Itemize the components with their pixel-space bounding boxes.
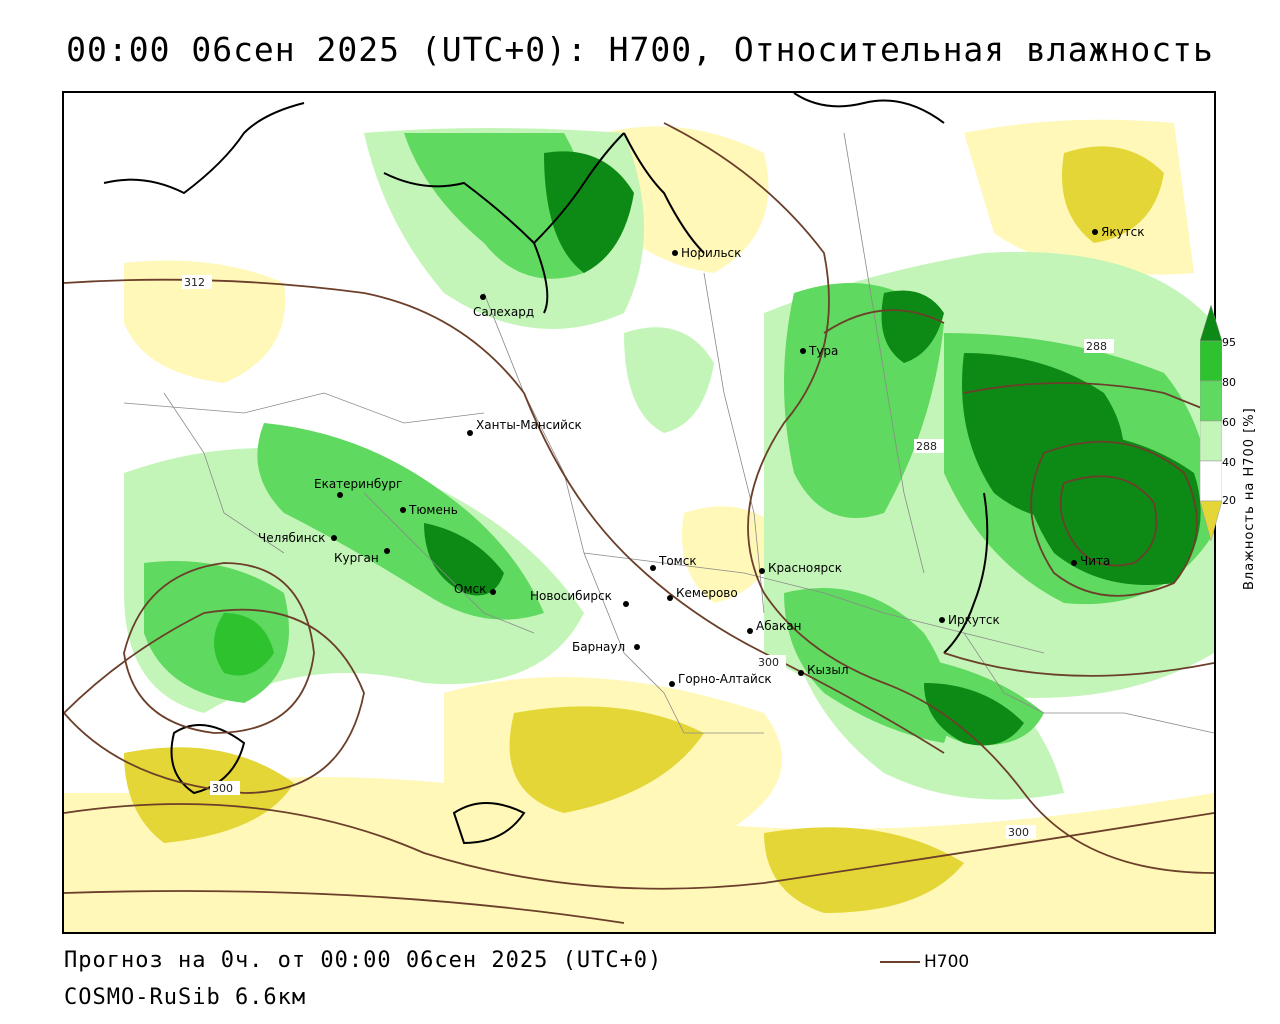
- city-label: Кызыл: [807, 663, 849, 677]
- city-label: Горно-Алтайск: [678, 672, 772, 686]
- map-canvas: 312 288 288 300 300 300 Якутск Норильск …: [64, 93, 1214, 932]
- isoline-label: 312: [184, 276, 205, 289]
- city-label: Салехард: [473, 305, 534, 319]
- humidity-legend: 95 80 60 40 20: [1200, 305, 1280, 605]
- city-label: Кемерово: [676, 586, 738, 600]
- city-label: Екатеринбург: [314, 477, 402, 491]
- isoline-key-label: H700: [924, 952, 970, 972]
- city-label: Чита: [1080, 554, 1110, 568]
- city-label: Якутск: [1101, 225, 1145, 239]
- map-title: 00:00 06сен 2025 (UTC+0): H700, Относите…: [66, 30, 1214, 69]
- forecast-info: Прогноз на 0ч. от 00:00 06сен 2025 (UTC+…: [64, 948, 663, 973]
- city-marker: [1092, 229, 1098, 235]
- city-marker: [939, 617, 945, 623]
- city-label: Курган: [334, 551, 379, 565]
- legend-title: Влажность на H700 [%]: [1242, 407, 1257, 590]
- city-marker: [400, 507, 406, 513]
- legend-tick: 60: [1222, 416, 1236, 429]
- isoline-label: 300: [758, 656, 779, 669]
- isoline-label: 288: [916, 440, 937, 453]
- city-label: Томск: [658, 554, 697, 568]
- legend-tick: 20: [1222, 494, 1236, 507]
- city-label: Норильск: [681, 246, 741, 260]
- city-marker: [490, 589, 496, 595]
- legend-tick: 40: [1222, 456, 1236, 469]
- isoline-key: H700: [880, 952, 969, 972]
- city-label: Тура: [808, 344, 838, 358]
- city-label: Красноярск: [768, 561, 842, 575]
- city-label: Омск: [454, 582, 486, 596]
- city-marker: [800, 348, 806, 354]
- city-label: Челябинск: [258, 531, 325, 545]
- city-marker: [384, 548, 390, 554]
- isoline-label: 300: [1008, 826, 1029, 839]
- map-area: 312 288 288 300 300 300 Якутск Норильск …: [62, 91, 1216, 934]
- city-label: Абакан: [756, 619, 801, 633]
- city-label: Ханты-Мансийск: [476, 418, 582, 432]
- city-marker: [759, 568, 765, 574]
- isoline-key-swatch: [880, 961, 920, 963]
- humidity-field: [64, 119, 1214, 932]
- city-label: Тюмень: [408, 503, 458, 517]
- city-marker: [669, 681, 675, 687]
- city-label: Иркутск: [948, 613, 1000, 627]
- city-marker: [467, 430, 473, 436]
- isoline-label: 288: [1086, 340, 1107, 353]
- isoline-labels: 312 288 288 300 300 300: [182, 275, 1114, 839]
- cities: Якутск Норильск Салехард Тура Ханты-Манс…: [258, 225, 1145, 687]
- isoline-label: 300: [212, 782, 233, 795]
- legend-colorbar: [1200, 305, 1222, 541]
- city-marker: [672, 250, 678, 256]
- city-marker: [623, 601, 629, 607]
- city-marker: [480, 294, 486, 300]
- model-name: COSMO-RuSib 6.6км: [64, 985, 307, 1010]
- city-marker: [747, 628, 753, 634]
- city-marker: [650, 565, 656, 571]
- legend-tick: 80: [1222, 376, 1236, 389]
- city-marker: [331, 535, 337, 541]
- city-label: Новосибирск: [530, 589, 612, 603]
- city-marker: [337, 492, 343, 498]
- city-label: Барнаул: [572, 640, 625, 654]
- city-marker: [1071, 560, 1077, 566]
- city-marker: [798, 670, 804, 676]
- coastlines: [103, 93, 989, 845]
- city-marker: [634, 644, 640, 650]
- city-marker: [667, 595, 673, 601]
- admin-boundaries: [123, 132, 1214, 734]
- legend-tick: 95: [1222, 336, 1236, 349]
